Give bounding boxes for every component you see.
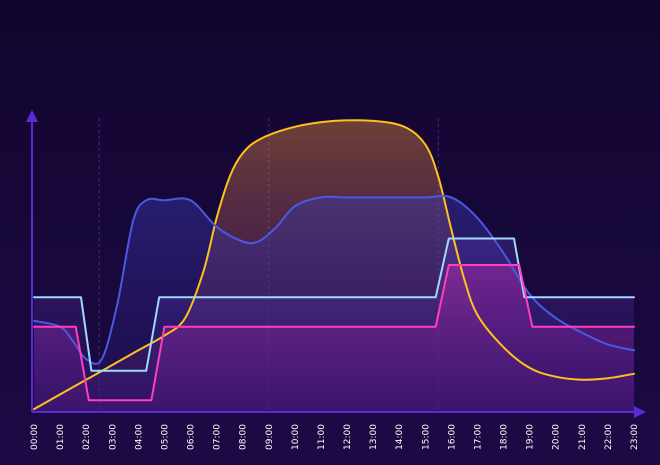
x-tick-label: 02:00 [82,424,92,450]
x-tick-label: 10:00 [291,424,301,450]
series-area-3 [34,265,634,412]
x-tick-label: 23:00 [630,424,640,450]
x-tick-label: 20:00 [552,424,562,450]
series-line-0 [33,119,635,411]
x-tick-label: 05:00 [160,424,170,450]
series-line-1 [33,194,635,365]
series-fills [34,120,634,412]
y-axis-arrow [26,110,38,122]
x-tick-label: 08:00 [239,424,249,450]
x-tick-labels: 00:00 01:00 02:00 03:00 04:00 05:00 06:00 07:00… [30,424,640,450]
series-lines [33,119,635,411]
x-tick-label: 12:00 [343,424,353,450]
series-line-3 [33,264,635,402]
x-tick-label: 01:00 [56,424,66,450]
x-axis-arrow [634,406,646,418]
x-tick-label: 06:00 [187,424,197,450]
x-tick-label: 09:00 [265,424,275,450]
x-tick-label: 03:00 [108,424,118,450]
x-tick-label: 13:00 [369,424,379,450]
x-tick-label: 19:00 [526,424,536,450]
x-tick-label: 15:00 [421,424,431,450]
x-tick-label: 04:00 [134,424,144,450]
x-tick-label: 16:00 [447,424,457,450]
x-tick-label: 07:00 [213,424,223,450]
x-tick-label: 22:00 [604,424,614,450]
x-tick-label: 17:00 [474,424,484,450]
x-tick-label: 18:00 [500,424,510,450]
axes [26,110,646,418]
x-tick-label: 21:00 [578,424,588,450]
x-tick-label: 14:00 [395,424,405,450]
x-tick-label: 00:00 [30,424,40,450]
x-tick-label: 11:00 [317,424,327,450]
